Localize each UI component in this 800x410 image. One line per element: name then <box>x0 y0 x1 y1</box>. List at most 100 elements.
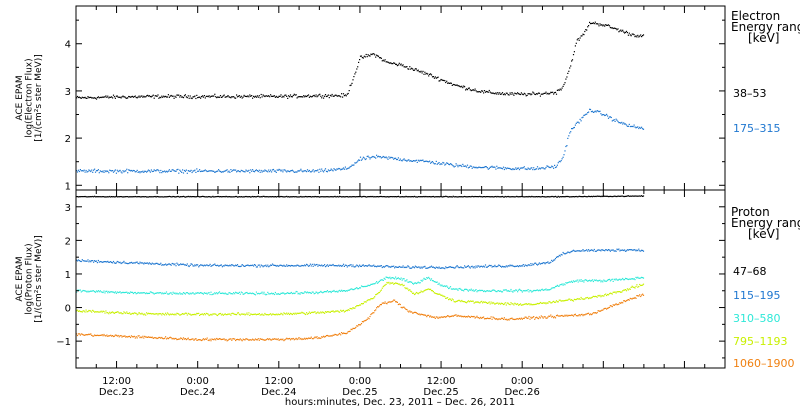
data-point <box>392 277 394 279</box>
data-point <box>537 92 540 94</box>
data-point <box>299 196 301 198</box>
data-point <box>342 310 344 312</box>
data-point <box>477 91 479 93</box>
data-point <box>556 164 558 166</box>
data-point <box>544 302 546 304</box>
data-point <box>94 334 97 337</box>
data-point <box>451 298 453 300</box>
data-point <box>548 315 550 317</box>
data-point <box>174 337 176 340</box>
data-point <box>339 289 341 291</box>
data-point <box>504 167 506 169</box>
data-point <box>240 291 242 293</box>
data-point <box>210 291 212 293</box>
data-point <box>181 171 183 173</box>
data-point <box>165 292 167 294</box>
data-point <box>568 251 570 253</box>
data-point <box>117 96 119 98</box>
data-point <box>356 325 358 327</box>
data-point <box>92 290 94 292</box>
data-point <box>199 314 201 316</box>
data-point <box>505 265 507 267</box>
data-point <box>600 113 602 115</box>
data-point <box>599 249 601 251</box>
data-point <box>195 338 197 340</box>
data-point <box>337 291 339 293</box>
data-point <box>276 264 278 267</box>
data-point <box>242 338 244 340</box>
data-point <box>85 169 87 172</box>
data-point <box>314 311 316 313</box>
data-point <box>522 167 524 169</box>
data-point <box>556 196 558 198</box>
data-point <box>91 169 93 171</box>
data-point <box>471 265 473 267</box>
data-point <box>554 166 557 169</box>
data-point <box>542 167 544 169</box>
data-point <box>597 195 599 197</box>
data-point <box>121 313 123 315</box>
data-point <box>494 264 496 266</box>
data-point <box>382 155 384 158</box>
data-point <box>300 195 302 198</box>
proton-series-115-195 <box>76 248 645 270</box>
data-point <box>278 95 280 97</box>
data-point <box>436 293 438 295</box>
data-point <box>195 97 197 100</box>
data-point <box>381 279 383 281</box>
data-point <box>213 95 215 97</box>
data-point <box>382 196 384 198</box>
data-point <box>191 314 193 316</box>
data-point <box>517 92 519 94</box>
data-point <box>392 265 394 268</box>
data-point <box>332 95 334 97</box>
data-point <box>101 291 103 293</box>
data-point <box>225 169 227 172</box>
data-point <box>377 281 380 283</box>
data-point <box>277 338 279 340</box>
data-point <box>524 303 526 305</box>
data-point <box>236 196 239 198</box>
data-point <box>430 316 433 318</box>
data-point <box>139 313 141 315</box>
data-point <box>388 196 390 198</box>
data-point <box>336 196 338 198</box>
data-point <box>377 196 380 198</box>
data-point <box>161 95 163 97</box>
data-point <box>583 195 585 198</box>
data-point <box>393 283 395 285</box>
data-point <box>217 170 219 172</box>
data-point <box>416 161 418 163</box>
data-point <box>111 170 113 172</box>
data-point <box>472 166 474 168</box>
data-point <box>156 169 158 171</box>
data-point <box>264 312 266 315</box>
data-point <box>224 292 226 294</box>
data-point <box>513 94 515 96</box>
data-point <box>502 166 505 168</box>
data-point <box>275 265 277 267</box>
data-point <box>585 113 587 115</box>
data-point <box>254 196 257 198</box>
data-point <box>151 292 153 294</box>
data-point <box>271 196 273 198</box>
data-point <box>502 196 505 198</box>
data-point <box>574 313 576 315</box>
data-point <box>245 338 247 340</box>
data-point <box>610 279 612 281</box>
data-point <box>483 92 485 94</box>
data-point <box>561 158 563 160</box>
data-point <box>499 264 501 267</box>
data-point <box>172 195 174 198</box>
data-point <box>244 339 246 341</box>
data-point <box>175 314 177 316</box>
data-point <box>370 283 372 285</box>
data-point <box>465 166 468 168</box>
data-point <box>625 300 628 302</box>
data-point <box>510 196 512 198</box>
data-point <box>350 264 352 266</box>
data-point <box>227 339 229 341</box>
data-point <box>215 293 217 295</box>
data-point <box>161 264 163 266</box>
data-point <box>239 265 241 268</box>
